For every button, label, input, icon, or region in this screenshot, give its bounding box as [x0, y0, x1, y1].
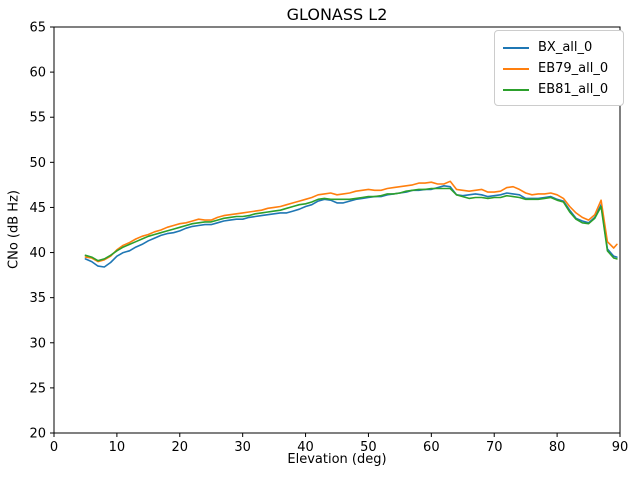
series-line-EB79_all_0 [84, 180, 618, 263]
series-line-BX_all_0 [84, 185, 618, 268]
legend-label: EB81_all_0 [538, 82, 609, 97]
legend-line-sample [503, 88, 529, 91]
legend-item-EB81_all_0: EB81_all_0 [503, 79, 615, 100]
y-tick-label: 65 [29, 21, 46, 36]
y-tick-label: 45 [29, 201, 46, 216]
x-tick-label: 50 [360, 440, 377, 455]
legend-item-EB79_all_0: EB79_all_0 [503, 58, 615, 79]
legend-line-sample [503, 46, 529, 49]
y-tick-label: 20 [29, 427, 46, 442]
y-tick-label: 40 [29, 246, 46, 261]
x-tick-label: 60 [423, 440, 440, 455]
y-tick-label: 25 [29, 381, 46, 396]
x-tick-label: 70 [486, 440, 503, 455]
x-tick-label: 10 [109, 440, 126, 455]
y-tick-label: 30 [29, 336, 46, 351]
series-line-EB81_all_0 [84, 187, 618, 262]
x-tick-label: 90 [612, 440, 629, 455]
x-tick-label: 20 [172, 440, 189, 455]
x-axis-label: Elevation (deg) [287, 452, 387, 467]
x-tick-label: 30 [234, 440, 251, 455]
y-tick-label: 60 [29, 66, 46, 81]
legend-item-BX_all_0: BX_all_0 [503, 37, 615, 58]
legend-label: BX_all_0 [538, 40, 593, 55]
y-tick-label: 50 [29, 156, 46, 171]
legend-line-sample [503, 67, 529, 70]
y-tick-label: 55 [29, 111, 46, 126]
y-tick-label: 35 [29, 291, 46, 306]
axes-spines [53, 26, 621, 434]
chart-title: GLONASS L2 [286, 5, 388, 24]
x-tick-label: 0 [50, 440, 58, 455]
x-tick-label: 80 [549, 440, 566, 455]
legend: BX_all_0 EB79_all_0 EB81_all_0 [494, 30, 624, 106]
legend-label: EB79_all_0 [538, 61, 609, 76]
y-axis-label: CNo (dB Hz) [6, 190, 22, 269]
x-tick-label: 40 [297, 440, 314, 455]
